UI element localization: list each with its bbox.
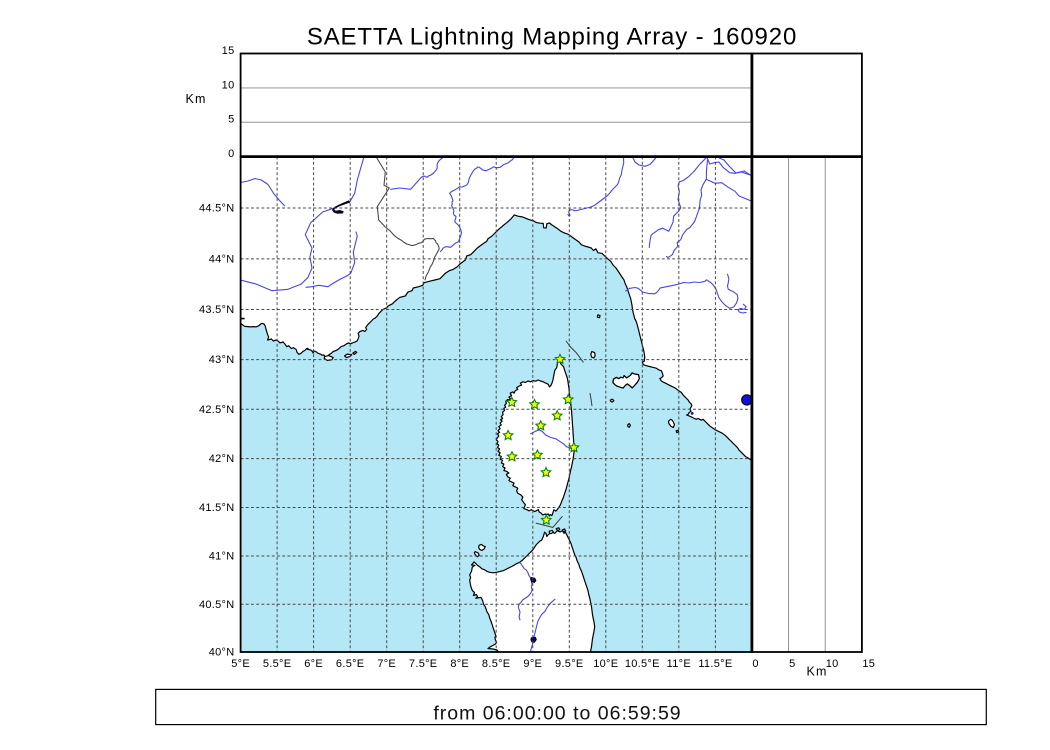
svg-text:11.5°E: 11.5°E [698,658,732,670]
svg-text:5°E: 5°E [231,658,250,670]
svg-text:5.5°E: 5.5°E [263,658,292,670]
svg-text:15: 15 [222,45,235,57]
svg-text:42°N: 42°N [209,453,235,465]
svg-text:6.5°E: 6.5°E [336,658,365,670]
svg-text:from 06:00:00 to 06:59:59: from 06:00:00 to 06:59:59 [433,703,681,725]
svg-text:9°E: 9°E [523,658,542,670]
svg-text:41.5°N: 41.5°N [199,502,235,514]
svg-text:0: 0 [752,658,758,670]
svg-text:40°N: 40°N [209,647,235,659]
svg-text:43.5°N: 43.5°N [199,304,235,316]
svg-text:41°N: 41°N [209,551,235,563]
svg-text:42.5°N: 42.5°N [199,404,235,416]
svg-text:SAETTA Lightning Mapping Array: SAETTA Lightning Mapping Array - 160920 [307,24,797,51]
svg-text:10: 10 [222,79,235,91]
svg-text:Km: Km [186,92,207,106]
svg-text:10: 10 [826,658,839,670]
svg-text:9.5°E: 9.5°E [555,658,584,670]
svg-text:0: 0 [228,148,234,160]
svg-text:8°E: 8°E [450,658,469,670]
svg-text:40.5°N: 40.5°N [199,599,235,611]
svg-text:15: 15 [862,658,875,670]
svg-text:Km: Km [807,665,828,679]
svg-text:6°E: 6°E [304,658,323,670]
svg-text:44.5°N: 44.5°N [199,203,235,215]
svg-text:10°E: 10°E [593,658,618,670]
svg-text:10.5°E: 10.5°E [625,658,660,670]
svg-text:11°E: 11°E [667,658,691,670]
svg-text:7°E: 7°E [377,658,396,670]
svg-text:43°N: 43°N [209,354,235,366]
svg-text:7.5°E: 7.5°E [409,658,438,670]
svg-text:5: 5 [789,658,795,670]
svg-text:5: 5 [228,114,234,126]
svg-text:8.5°E: 8.5°E [482,658,511,670]
svg-text:44°N: 44°N [209,254,235,266]
